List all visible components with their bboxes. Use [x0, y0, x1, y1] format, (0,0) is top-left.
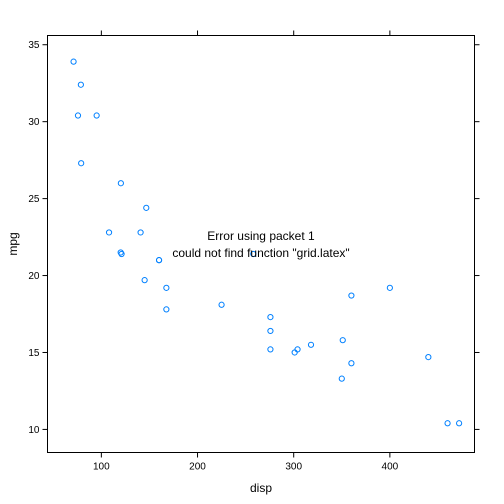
data-point — [425, 353, 432, 361]
data-point — [348, 292, 355, 299]
data-point — [93, 112, 100, 119]
data-point — [267, 327, 274, 335]
data-point — [118, 250, 125, 258]
x-axis: 100 200 300 400 — [93, 30, 399, 473]
data-point — [137, 229, 144, 236]
data-point — [117, 180, 124, 187]
data-point — [307, 341, 315, 348]
data-point — [294, 346, 301, 353]
y-axis-title: mpg — [6, 232, 20, 255]
x-tick-label: 300 — [285, 462, 302, 473]
data-point — [291, 349, 298, 356]
y-tick-label: 10 — [28, 425, 40, 436]
data-point — [339, 337, 346, 344]
data-point — [163, 284, 170, 291]
data-point — [74, 112, 82, 119]
error-message-line-2: could not find function "grid.latex" — [172, 246, 349, 260]
y-tick-label: 25 — [28, 194, 40, 205]
y-tick-label: 30 — [28, 117, 40, 128]
y-tick-label: 20 — [28, 271, 40, 282]
data-points — [70, 58, 463, 427]
y-axis: 10 15 20 25 30 35 — [28, 40, 480, 436]
data-point — [267, 313, 274, 321]
data-point — [163, 306, 170, 313]
data-point — [105, 229, 113, 236]
data-point — [386, 284, 393, 291]
x-axis-title: disp — [250, 481, 272, 495]
data-point — [218, 301, 225, 308]
y-tick-label: 35 — [28, 40, 40, 51]
data-point — [141, 277, 148, 284]
data-point — [250, 250, 257, 258]
x-tick-label: 200 — [189, 462, 206, 473]
data-point — [155, 257, 163, 264]
data-point — [348, 360, 355, 367]
data-point — [338, 375, 345, 382]
error-message-line-1: Error using packet 1 — [207, 229, 315, 243]
data-point — [78, 160, 85, 167]
x-tick-label: 100 — [93, 462, 110, 473]
data-point — [444, 420, 451, 427]
plot-panel — [47, 35, 475, 453]
y-tick-label: 15 — [28, 348, 40, 359]
data-point — [70, 58, 77, 65]
data-point — [456, 420, 463, 427]
x-tick-label: 400 — [382, 462, 399, 473]
data-point — [267, 346, 274, 353]
data-point — [77, 81, 84, 88]
data-point — [143, 204, 150, 211]
